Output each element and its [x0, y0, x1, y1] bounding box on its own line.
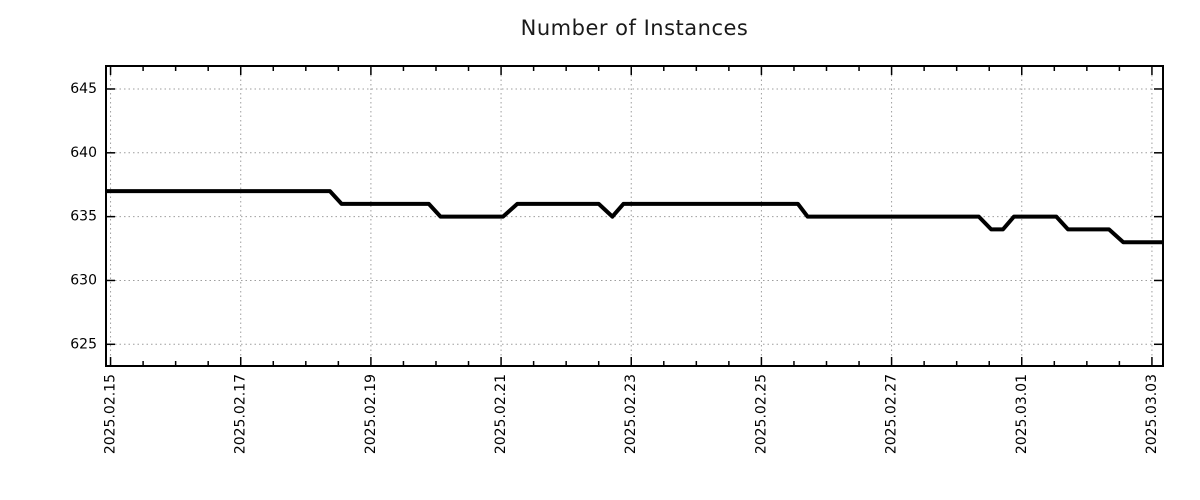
- x-tick-label: 2025.02.21: [493, 374, 509, 454]
- y-tick-label: 630: [70, 272, 97, 288]
- data-series-line: [106, 189, 1163, 245]
- x-tick-label: 2025.02.27: [884, 374, 900, 454]
- x-tick-label: 2025.02.23: [623, 374, 639, 454]
- x-tick-label: 2025.02.17: [233, 374, 249, 454]
- y-tick-label: 640: [70, 145, 97, 161]
- y-tick-label: 625: [70, 336, 97, 352]
- y-tick-label: 635: [70, 209, 97, 225]
- x-tick-label: 2025.02.15: [103, 374, 119, 454]
- plot-border: [105, 65, 1164, 367]
- x-tick-label: 2025.03.01: [1014, 374, 1030, 454]
- chart-title: Number of Instances: [520, 16, 749, 40]
- x-tick-label: 2025.02.19: [363, 374, 379, 454]
- y-tick-label: 645: [70, 81, 97, 97]
- x-tick-label: 2025.03.03: [1144, 374, 1160, 454]
- x-tick-label: 2025.02.25: [753, 374, 769, 454]
